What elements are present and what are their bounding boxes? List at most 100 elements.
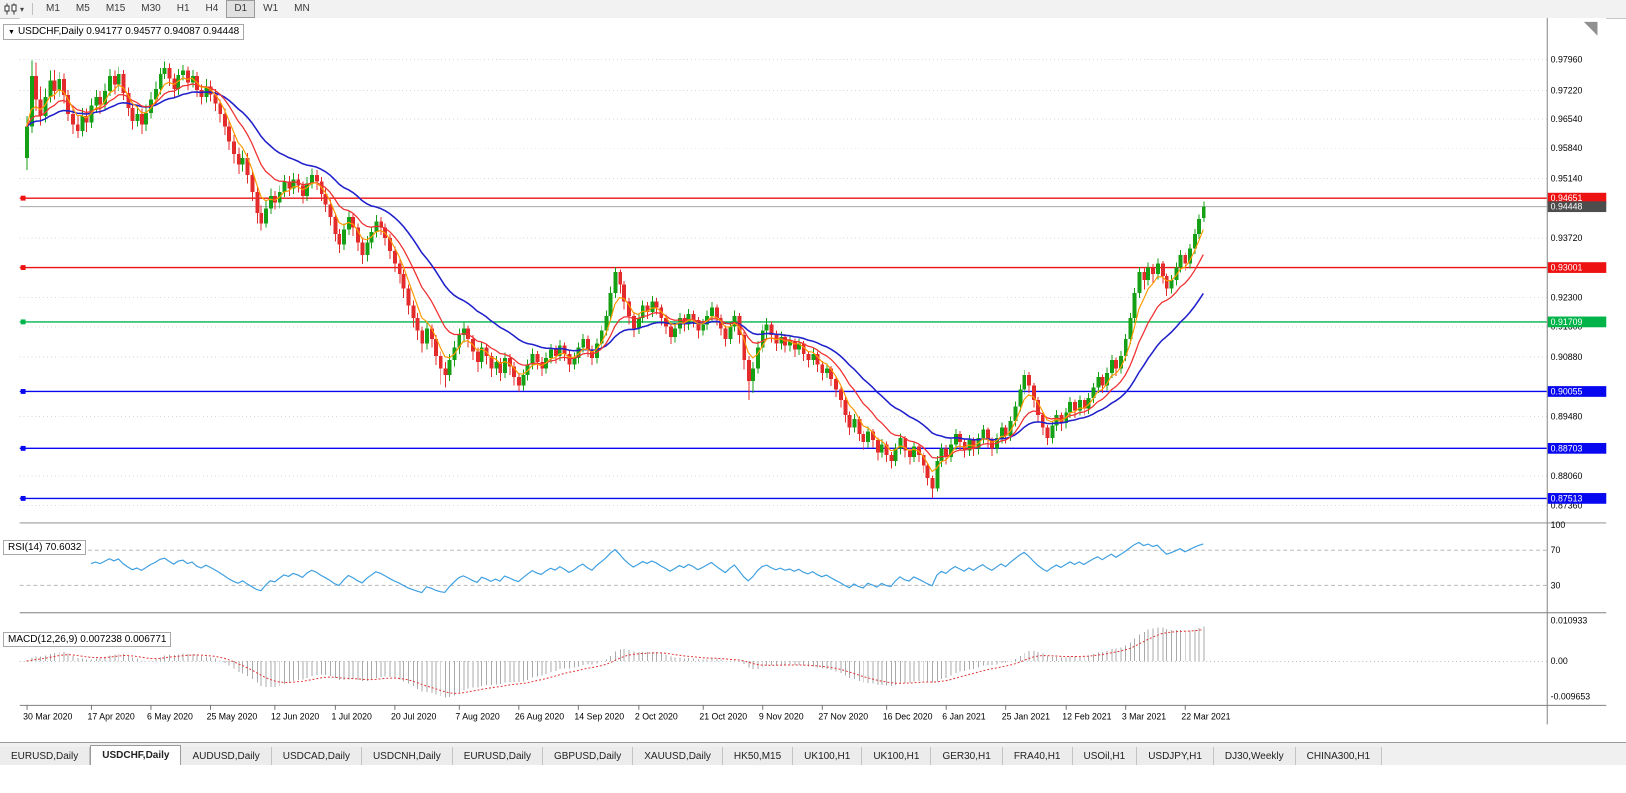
macd-axis-label: 0.010933 bbox=[1551, 615, 1588, 625]
chart-tab-audusd-daily[interactable]: AUDUSD,Daily bbox=[181, 747, 272, 766]
svg-text:0.95840: 0.95840 bbox=[1551, 143, 1583, 153]
chevron-down-icon[interactable]: ▾ bbox=[20, 4, 25, 14]
date-label: 14 Sep 2020 bbox=[574, 712, 624, 722]
svg-text:0.90880: 0.90880 bbox=[1551, 352, 1583, 362]
date-label: 3 Mar 2021 bbox=[1122, 712, 1166, 722]
macd-indicator-label: MACD(12,26,9) 0.007238 0.006771 bbox=[3, 632, 172, 647]
date-label: 6 May 2020 bbox=[147, 712, 193, 722]
triangle-down-icon[interactable]: ▼ bbox=[8, 29, 15, 36]
line-handle[interactable] bbox=[20, 389, 26, 394]
price-axis[interactable] bbox=[1547, 18, 1607, 705]
chart-tab-usdjpy-h1[interactable]: USDJPY,H1 bbox=[1137, 747, 1214, 766]
timeframe-button-w1[interactable]: W1 bbox=[263, 3, 279, 14]
timeframe-button-m30[interactable]: M30 bbox=[141, 3, 161, 14]
svg-text:0.87513: 0.87513 bbox=[1551, 493, 1583, 503]
rsi-axis-label: 30 bbox=[1551, 580, 1561, 590]
chart-tab-usdchf-daily[interactable]: USDCHF,Daily bbox=[90, 745, 182, 766]
slow-ma-line bbox=[26, 91, 1204, 441]
horizontal-lines-layer bbox=[19, 195, 1547, 501]
chart-tab-usoil-h1[interactable]: USOil,H1 bbox=[1072, 747, 1138, 766]
svg-text:0.88060: 0.88060 bbox=[1551, 471, 1583, 481]
chart-tab-gbpusd-daily[interactable]: GBPUSD,Daily bbox=[542, 747, 634, 766]
line-handle[interactable] bbox=[20, 319, 26, 325]
date-label: 25 May 2020 bbox=[207, 712, 258, 722]
chart-tab-usdcnh-daily[interactable]: USDCNH,Daily bbox=[361, 747, 453, 766]
timeframe-button-d1[interactable]: D1 bbox=[226, 0, 256, 18]
price-axis-badges: 0.94651 0.93001 0.91709 0.90055 0.88703 0.875… bbox=[1547, 192, 1607, 504]
ohlc-high-value: 0.94577 bbox=[125, 26, 162, 37]
timeframe-button-h1[interactable]: H1 bbox=[176, 3, 190, 14]
svg-text:0.91709: 0.91709 bbox=[1551, 317, 1583, 327]
date-label: 7 Aug 2020 bbox=[455, 712, 499, 722]
chart-tab-dj30-weekly[interactable]: DJ30,Weekly bbox=[1213, 747, 1296, 766]
macd-signal-line bbox=[26, 629, 1204, 694]
timeframe-buttons: M1 M5 M15 M30 H1 H4 D1 W1 MN bbox=[38, 0, 318, 18]
chart-tab-uk100-h1[interactable]: UK100,H1 bbox=[793, 747, 863, 766]
chart-tab-eurusd-daily[interactable]: EURUSD,Daily bbox=[452, 747, 543, 766]
rsi-axis-label: 100 bbox=[1551, 520, 1566, 530]
ohlc-open-value: 0.94177 bbox=[86, 26, 123, 37]
chart-tab-bar: EURUSD,Daily USDCHF,Daily AUDUSD,Daily USDC… bbox=[0, 742, 1626, 766]
timeframe-button-m5[interactable]: M5 bbox=[75, 3, 90, 14]
date-label: 25 Jan 2021 bbox=[1002, 712, 1050, 722]
svg-text:0.97220: 0.97220 bbox=[1551, 86, 1583, 96]
macd-histogram bbox=[31, 626, 1205, 698]
svg-text:0.96540: 0.96540 bbox=[1551, 114, 1583, 124]
date-label: 17 Apr 2020 bbox=[88, 712, 135, 722]
chart-tab-china300-h1[interactable]: CHINA300,H1 bbox=[1295, 747, 1383, 766]
ohlc-low-value: 0.94087 bbox=[164, 26, 201, 37]
svg-text:0.94651: 0.94651 bbox=[1551, 193, 1583, 203]
date-label: 20 Jul 2020 bbox=[391, 712, 436, 722]
timeframe-button-m1[interactable]: M1 bbox=[46, 3, 60, 14]
rsi-line bbox=[90, 541, 1204, 594]
time-axis[interactable]: 30 Mar 2020 17 Apr 2020 6 May 2020 25 May 2… bbox=[23, 704, 1231, 722]
chart-tab-eurusd-daily[interactable]: EURUSD,Daily bbox=[0, 747, 91, 766]
date-label: 6 Jan 2021 bbox=[942, 712, 986, 722]
timeframe-toolbar: ▾ M1 M5 M15 M30 H1 H4 D1 W1 MN bbox=[0, 0, 1626, 19]
chart-tab-hk50-m15[interactable]: HK50,M15 bbox=[722, 747, 794, 766]
svg-text:0.90055: 0.90055 bbox=[1551, 386, 1583, 396]
svg-text:0.95140: 0.95140 bbox=[1551, 173, 1583, 183]
price-chart-canvas[interactable]: 0.97960 0.97220 0.96540 0.95840 0.95140 0.937… bbox=[0, 18, 1626, 742]
svg-text:0.93001: 0.93001 bbox=[1551, 262, 1583, 272]
svg-text:0.88703: 0.88703 bbox=[1551, 443, 1583, 453]
date-label: 26 Aug 2020 bbox=[515, 712, 564, 722]
chart-symbol-label: USDCHF,Daily bbox=[17, 26, 84, 37]
chart-tab-fra40-h1[interactable]: FRA40,H1 bbox=[1002, 747, 1073, 766]
date-label: 12 Feb 2021 bbox=[1062, 712, 1111, 722]
ohlc-close-value: 0.94448 bbox=[203, 26, 240, 37]
rsi-axis-label: 70 bbox=[1551, 545, 1561, 555]
chart-title-box: ▼ USDCHF,Daily 0.94177 0.94577 0.94087 0.… bbox=[3, 24, 245, 40]
svg-text:0.97960: 0.97960 bbox=[1551, 54, 1583, 64]
chart-type-icon[interactable] bbox=[4, 3, 18, 15]
chart-tab-usdcad-daily[interactable]: USDCAD,Daily bbox=[271, 747, 362, 766]
line-handle[interactable] bbox=[20, 265, 26, 270]
line-handle[interactable] bbox=[20, 445, 26, 451]
svg-text:0.93720: 0.93720 bbox=[1551, 233, 1583, 243]
date-label: 9 Nov 2020 bbox=[759, 712, 804, 722]
line-handle[interactable] bbox=[20, 195, 26, 201]
fast-ma-line bbox=[25, 77, 1204, 473]
date-label: 30 Mar 2020 bbox=[23, 712, 72, 722]
chart-tab-xauusd-daily[interactable]: XAUUSD,Daily bbox=[633, 747, 723, 766]
line-handle[interactable] bbox=[20, 495, 26, 501]
chart-shift-marker[interactable] bbox=[1583, 21, 1598, 36]
timeframe-button-h4[interactable]: H4 bbox=[205, 3, 219, 14]
date-label: 21 Oct 2020 bbox=[699, 712, 747, 722]
date-label: 12 Jun 2020 bbox=[271, 712, 319, 722]
chart-tab-ger30-h1[interactable]: GER30,H1 bbox=[931, 747, 1003, 766]
timeframe-button-mn[interactable]: MN bbox=[294, 3, 310, 14]
chart-tab-uk100-h1[interactable]: UK100,H1 bbox=[862, 747, 932, 766]
svg-text:0.89480: 0.89480 bbox=[1551, 412, 1583, 422]
date-label: 1 Jul 2020 bbox=[331, 712, 372, 722]
timeframe-button-m15[interactable]: M15 bbox=[105, 3, 126, 14]
status-bar bbox=[0, 765, 1626, 793]
date-label: 27 Nov 2020 bbox=[818, 712, 868, 722]
date-label: 16 Dec 2020 bbox=[883, 712, 933, 722]
svg-text:0.94448: 0.94448 bbox=[1551, 202, 1583, 212]
date-label: 22 Mar 2021 bbox=[1181, 712, 1230, 722]
macd-axis-label: -0.009653 bbox=[1551, 692, 1591, 702]
svg-text:0.87360: 0.87360 bbox=[1551, 500, 1583, 510]
mid-ma-line bbox=[26, 83, 1204, 459]
